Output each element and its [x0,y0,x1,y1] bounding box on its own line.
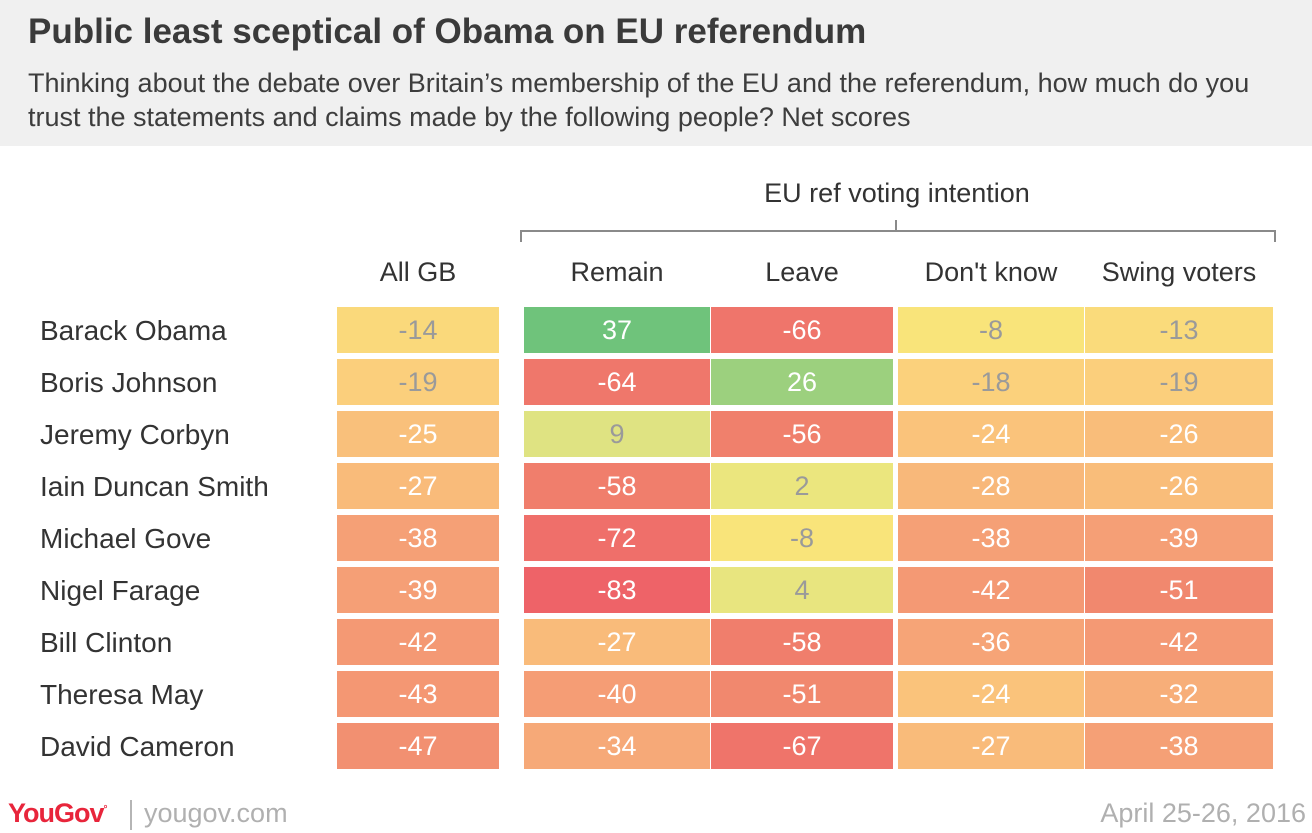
heatmap-cell: -43 [337,671,499,717]
column-header-4: Swing voters [1101,257,1257,287]
heatmap-cell: -24 [898,671,1084,717]
heatmap-cell: -38 [1085,723,1273,769]
row-label: David Cameron [40,731,235,762]
heatmap-cell: -67 [711,723,893,769]
heatmap-cell: -34 [524,723,710,769]
heatmap-cell: -27 [524,619,710,665]
heatmap-cell: -8 [711,515,893,561]
column-header-1: Remain [570,257,664,287]
heatmap-cell: -42 [1085,619,1273,665]
heatmap-cell: -83 [524,567,710,613]
group-bracket [520,230,1276,242]
heatmap-cell: -39 [337,567,499,613]
heatmap-cell: -51 [711,671,893,717]
header: Public least sceptical of Obama on EU re… [0,0,1312,146]
heatmap-cell: -25 [337,411,499,457]
row-label: Barack Obama [40,315,227,346]
footer-date: April 25-26, 2016 [1100,798,1306,828]
heatmap-cell: -51 [1085,567,1273,613]
heatmap-cell: -27 [337,463,499,509]
heatmap-cell: -38 [337,515,499,561]
heatmap-cell: 26 [711,359,893,405]
heatmap-cell: -42 [337,619,499,665]
yougov-logo: YouGov° [8,798,108,828]
row-label: Iain Duncan Smith [40,471,269,502]
column-header-0: All GB [379,257,457,287]
heatmap-cell: -72 [524,515,710,561]
heatmap-cell: -24 [898,411,1084,457]
heatmap-cell: -32 [1085,671,1273,717]
heatmap-cell: -27 [898,723,1084,769]
heatmap-cell: -58 [711,619,893,665]
heatmap-cell: -38 [898,515,1084,561]
heatmap-cell: -42 [898,567,1084,613]
heatmap-cell: -28 [898,463,1084,509]
chart-title: Public least sceptical of Obama on EU re… [28,12,867,51]
footer-url[interactable]: yougov.com [144,798,288,828]
footer-divider [130,800,132,830]
heatmap-cell: -19 [337,359,499,405]
heatmap-cell: 4 [711,567,893,613]
group-label: EU ref voting intention [764,178,1030,208]
heatmap-cell: 9 [524,411,710,457]
column-header-2: Leave [765,257,839,287]
row-label: Nigel Farage [40,575,201,606]
heatmap-cell: -64 [524,359,710,405]
heatmap-cell: -40 [524,671,710,717]
heatmap-cell: -14 [337,307,499,353]
heatmap-cell: -56 [711,411,893,457]
heatmap-cell: -58 [524,463,710,509]
heatmap-cell: -26 [1085,463,1273,509]
row-label: Jeremy Corbyn [40,419,230,450]
heatmap-cell: -19 [1085,359,1273,405]
heatmap-cell: 2 [711,463,893,509]
chart-subtitle: Thinking about the debate over Britain’s… [28,68,1250,132]
row-label: Boris Johnson [40,367,218,398]
heatmap-cell: -18 [898,359,1084,405]
column-header-3: Don't know [924,257,1058,287]
row-label: Michael Gove [40,523,212,554]
heatmap-cell: -36 [898,619,1084,665]
heatmap-cell: 37 [524,307,710,353]
heatmap-cell: -47 [337,723,499,769]
heatmap-cell: -13 [1085,307,1273,353]
group-bracket-tick [895,220,897,232]
row-label: Bill Clinton [40,627,173,658]
heatmap-cell: -26 [1085,411,1273,457]
heatmap-cell: -39 [1085,515,1273,561]
row-label: Theresa May [40,679,204,710]
heatmap-cell: -66 [711,307,893,353]
heatmap-cell: -8 [898,307,1084,353]
